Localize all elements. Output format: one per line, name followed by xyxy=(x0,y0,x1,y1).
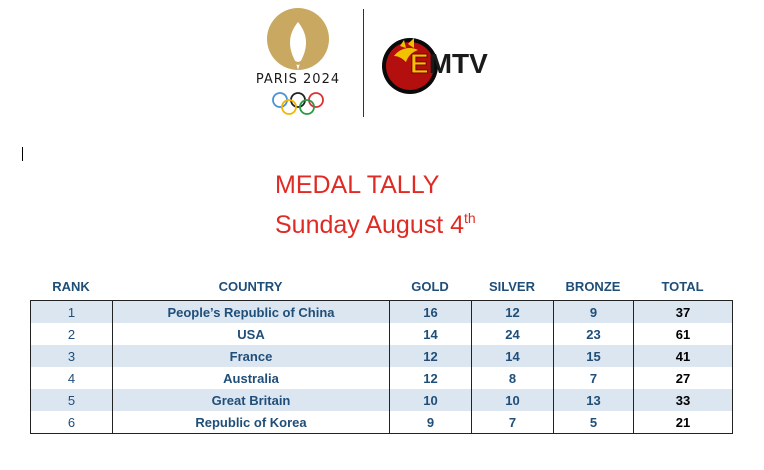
emtv-logo: EMTV xyxy=(380,36,512,96)
cell-country: Republic of Korea xyxy=(112,411,390,434)
cell-gold: 9 xyxy=(389,411,472,434)
cell-bronze: 7 xyxy=(553,367,634,389)
table-row: 3 France 12 14 15 41 xyxy=(30,345,733,367)
cell-silver: 7 xyxy=(471,411,554,434)
cell-bronze: 5 xyxy=(553,411,634,434)
cell-total: 37 xyxy=(633,300,733,323)
table-row: 2 USA 14 24 23 61 xyxy=(30,323,733,345)
cell-bronze: 13 xyxy=(553,389,634,411)
cell-rank: 4 xyxy=(30,367,113,389)
subtitle-date-suffix: th xyxy=(464,210,476,226)
cell-rank: 5 xyxy=(30,389,113,411)
cell-total: 33 xyxy=(633,389,733,411)
cell-country: USA xyxy=(112,323,390,345)
header-gold: GOLD xyxy=(411,279,449,294)
cell-rank: 1 xyxy=(30,300,113,323)
header-silver: SILVER xyxy=(489,279,535,294)
cell-gold: 16 xyxy=(389,300,472,323)
cell-total: 21 xyxy=(633,411,733,434)
text-cursor xyxy=(22,147,23,161)
header-total: TOTAL xyxy=(661,279,704,294)
paris-flame-icon xyxy=(267,8,329,70)
cell-silver: 14 xyxy=(471,345,554,367)
table-row: 6 Republic of Korea 9 7 5 21 xyxy=(30,411,733,434)
cell-silver: 12 xyxy=(471,300,554,323)
page-title: MEDAL TALLY xyxy=(275,171,440,199)
cell-country: People’s Republic of China xyxy=(112,300,390,323)
subtitle-date: Sunday August 4 xyxy=(275,211,465,239)
cell-gold: 14 xyxy=(389,323,472,345)
cell-gold: 12 xyxy=(389,367,472,389)
cell-gold: 12 xyxy=(389,345,472,367)
header-rank: RANK xyxy=(52,279,90,294)
emtv-logo-mtv: MTV xyxy=(428,48,488,79)
cell-total: 41 xyxy=(633,345,733,367)
header-bronze: BRONZE xyxy=(565,279,621,294)
title-block: MEDAL TALLY Sunday August 4th xyxy=(275,170,476,243)
cell-bronze: 9 xyxy=(553,300,634,323)
cell-rank: 2 xyxy=(30,323,113,345)
cell-total: 27 xyxy=(633,367,733,389)
cell-silver: 24 xyxy=(471,323,554,345)
cell-silver: 10 xyxy=(471,389,554,411)
cell-bronze: 15 xyxy=(553,345,634,367)
header-country: COUNTRY xyxy=(218,279,283,294)
medal-table: 1 People’s Republic of China 16 12 9 37 … xyxy=(30,300,733,434)
cell-gold: 10 xyxy=(389,389,472,411)
table-row: 4 Australia 12 8 7 27 xyxy=(30,367,733,389)
cell-bronze: 23 xyxy=(553,323,634,345)
emtv-logo-text: EMTV xyxy=(410,48,488,80)
page-subtitle: Sunday August 4th xyxy=(275,200,476,243)
cell-country: France xyxy=(112,345,390,367)
table-row: 1 People’s Republic of China 16 12 9 37 xyxy=(30,300,733,323)
paris-2024-logo: PARIS 2024 xyxy=(246,8,350,120)
cell-rank: 3 xyxy=(30,345,113,367)
emtv-logo-e: E xyxy=(410,48,430,80)
logo-divider xyxy=(363,9,364,117)
cell-silver: 8 xyxy=(471,367,554,389)
emtv-bird-logo-icon xyxy=(382,38,438,94)
paris-2024-text: PARIS 2024 xyxy=(255,72,341,87)
cell-country: Australia xyxy=(112,367,390,389)
cell-country: Great Britain xyxy=(112,389,390,411)
table-row: 5 Great Britain 10 10 13 33 xyxy=(30,389,733,411)
cell-rank: 6 xyxy=(30,411,113,434)
cell-total: 61 xyxy=(633,323,733,345)
olympic-rings-icon xyxy=(272,92,324,115)
